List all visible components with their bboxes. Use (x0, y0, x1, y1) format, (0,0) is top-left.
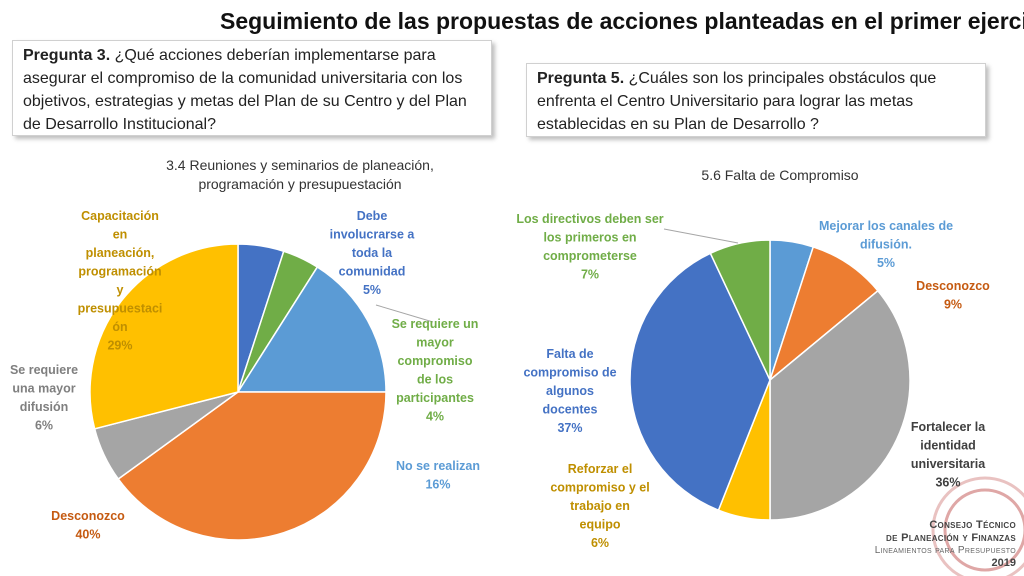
slice-label: Reforzar el compromiso y el trabajo en equi… (550, 462, 649, 550)
pie-slice (236, 266, 387, 393)
slice-label-line: docentes (543, 403, 598, 417)
slice-percent: 4% (426, 410, 444, 424)
slice-label-line: difusión (20, 400, 69, 414)
slice-label-line: Fortalecer la (911, 420, 986, 434)
slice-percent: 5% (877, 256, 895, 270)
slice-label: No se realizan 16% (396, 459, 480, 492)
question-5-box: Pregunta 5. ¿Cuáles son los principales … (526, 63, 986, 137)
slice-label-line: compromiso de (523, 366, 616, 380)
slice-percent: 16% (425, 478, 450, 492)
slice-label-line: compromiso y el (550, 481, 649, 495)
chart1-title-line: programación y presupuestación (198, 176, 402, 192)
slice-label-line: toda la (352, 246, 393, 260)
slice-percent: 40% (75, 528, 100, 542)
slice-label: Se requiere una mayor difusión 6% (10, 363, 78, 433)
footer-line-2: de Planeación y Finanzas (886, 532, 1016, 544)
slice-label: Falta de compromiso de algunos docentes 37% (523, 347, 616, 435)
slice-label-line: Falta de (546, 347, 593, 361)
pie-slice (769, 289, 911, 521)
pie-slice (117, 391, 387, 541)
chart2-title-line: 5.6 Falta de Compromiso (701, 167, 859, 183)
logo-circle-icon (931, 476, 1024, 576)
question-3-text: ¿Qué acciones deberían implementarse par… (23, 47, 467, 133)
question-5-label: Pregunta 5. (537, 70, 625, 87)
question-3-label: Pregunta 3. (23, 47, 111, 64)
slice-label-line: comunidad (339, 265, 406, 279)
slice-percent: 6% (35, 419, 53, 433)
slice-label-line: programación (78, 265, 161, 279)
slice-label: Desconozco 40% (51, 509, 125, 542)
slice-label: Debe involucrarse a toda la comunidad 5% (330, 209, 416, 297)
slice-label-line: No se realizan (396, 459, 480, 473)
leader-line (375, 304, 434, 323)
slice-label-line: Se requiere (10, 363, 78, 377)
slice-percent: 6% (591, 536, 609, 550)
slice-label-line: una mayor (12, 382, 75, 396)
pie-chart-2: Mejorar los canales de difusión. 5% Descono… (516, 212, 990, 550)
slice-label: Desconozco 9% (916, 279, 990, 312)
pie-slice (768, 245, 879, 383)
question-3-box: Pregunta 3. ¿Qué acciones deberían imple… (12, 40, 492, 136)
slice-percent: 36% (935, 476, 960, 490)
footer-year: 2019 (991, 557, 1016, 569)
slice-label-line: planeación, (86, 246, 155, 260)
slice-percent: 9% (944, 298, 962, 312)
question-5-text: ¿Cuáles son los principales obstáculos q… (537, 70, 937, 133)
slice-label-line: Se requiere un (392, 317, 479, 331)
slice-label-line: los primeros en (543, 231, 636, 245)
slice-label-line: equipo (580, 518, 621, 532)
slice-label-line: Mejorar los canales de (819, 219, 953, 233)
chart1-title: 3.4 Reuniones y seminarios de planeación… (120, 156, 480, 194)
slice-label-line: Desconozco (51, 509, 125, 523)
slice-percent: 5% (363, 283, 381, 297)
slice-label-line: Los directivos deben ser (516, 212, 663, 226)
slice-label-line: identidad (920, 439, 976, 453)
slice-percent: 7% (581, 268, 599, 282)
slice-label-line: de los (417, 373, 453, 387)
pie-slice (629, 252, 771, 512)
slice-label-line: involucrarse a (330, 228, 416, 242)
slice-label-line: Reforzar el (568, 462, 633, 476)
slice-percent: 29% (107, 339, 132, 353)
slice-label-line: difusión. (860, 238, 912, 252)
slice-label-line: Capacitación (81, 209, 159, 223)
slice-label: Mejorar los canales de difusión. 5% (819, 219, 953, 270)
slice-label-line: mayor (416, 336, 454, 350)
slice-label: Se requiere un mayor compromiso de los parti… (392, 317, 479, 424)
slice-label-line: ón (112, 320, 127, 334)
pie-slice (709, 239, 771, 381)
footer-line-1: Consejo Técnico (929, 519, 1016, 531)
slice-label-line: participantes (396, 391, 474, 405)
slice-label-line: compromiso (397, 354, 472, 368)
slice-label: Los directivos deben ser los primeros en c… (516, 212, 663, 282)
slice-label: Fortalecer la identidad universitaria 36% (911, 420, 986, 490)
leader-line (663, 228, 739, 244)
slice-label-line: trabajo en (570, 499, 630, 513)
slice-label-line: Desconozco (916, 279, 990, 293)
slice-label-line: Debe (357, 209, 388, 223)
slice-label-line: algunos (546, 384, 594, 398)
slice-label-line: comprometerse (543, 249, 637, 263)
pie-slice (89, 243, 239, 430)
slide-title: Seguimiento de las propuestas de accione… (220, 8, 1024, 34)
chart1-title-line: 3.4 Reuniones y seminarios de planeación… (166, 157, 434, 173)
council-logo: Consejo Técnico de Planeación y Finanzas… (875, 519, 1016, 570)
chart2-title: 5.6 Falta de Compromiso (620, 166, 940, 185)
slice-label: Capacitación en planeación, programación y pr… (78, 209, 163, 353)
slice-label-line: en (113, 228, 128, 242)
footer-line-3: Lineamientos para Presupuesto (874, 545, 1016, 556)
pie-chart-1: Debe involucrarse a toda la comunidad 5% Se r… (10, 209, 480, 542)
slice-percent: 37% (557, 421, 582, 435)
slice-label-line: y (117, 283, 124, 297)
slice-label-line: presupuestaci (78, 302, 163, 316)
slice-label-line: universitaria (911, 457, 986, 471)
